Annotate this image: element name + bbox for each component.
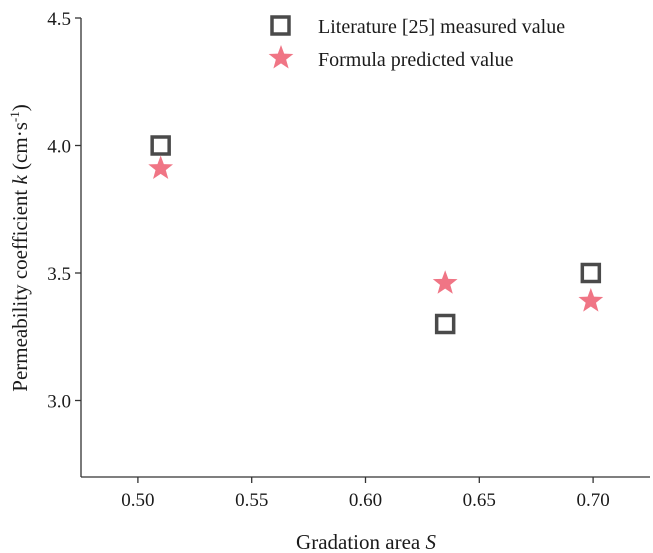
measured-point bbox=[150, 135, 171, 156]
measured-point bbox=[434, 313, 456, 335]
measured-point bbox=[580, 262, 602, 284]
y-tick-label: 3.0 bbox=[47, 392, 71, 413]
y-tick-label: 3.5 bbox=[47, 264, 71, 285]
y-tick-label: 4.5 bbox=[47, 9, 71, 30]
predicted-point bbox=[578, 288, 604, 312]
x-tick-label: 0.55 bbox=[235, 490, 268, 511]
legend: Literature [25] measured value Formula p… bbox=[268, 15, 565, 71]
legend-marker-predicted bbox=[268, 45, 294, 69]
legend-marker-measured bbox=[270, 15, 291, 36]
predicted-point bbox=[148, 155, 174, 179]
x-tick-label: 0.60 bbox=[349, 490, 382, 511]
legend-label-predicted: Formula predicted value bbox=[318, 49, 514, 71]
x-tick-label: 0.65 bbox=[463, 490, 496, 511]
x-tick-label: 0.50 bbox=[121, 490, 154, 511]
x-tick-label: 0.70 bbox=[576, 490, 609, 511]
predicted-point bbox=[432, 270, 458, 294]
legend-label-measured: Literature [25] measured value bbox=[318, 16, 565, 38]
y-axis-title: Permeability coefficient k (cm·s-1) bbox=[7, 104, 32, 391]
x-axis-title: Gradation area S bbox=[296, 530, 436, 553]
y-tick-label: 4.0 bbox=[47, 137, 71, 158]
axis-ticks: 0.50 0.55 0.60 0.65 0.70 3.0 3.5 4.0 4.5 bbox=[47, 9, 609, 511]
data-points bbox=[148, 135, 604, 335]
